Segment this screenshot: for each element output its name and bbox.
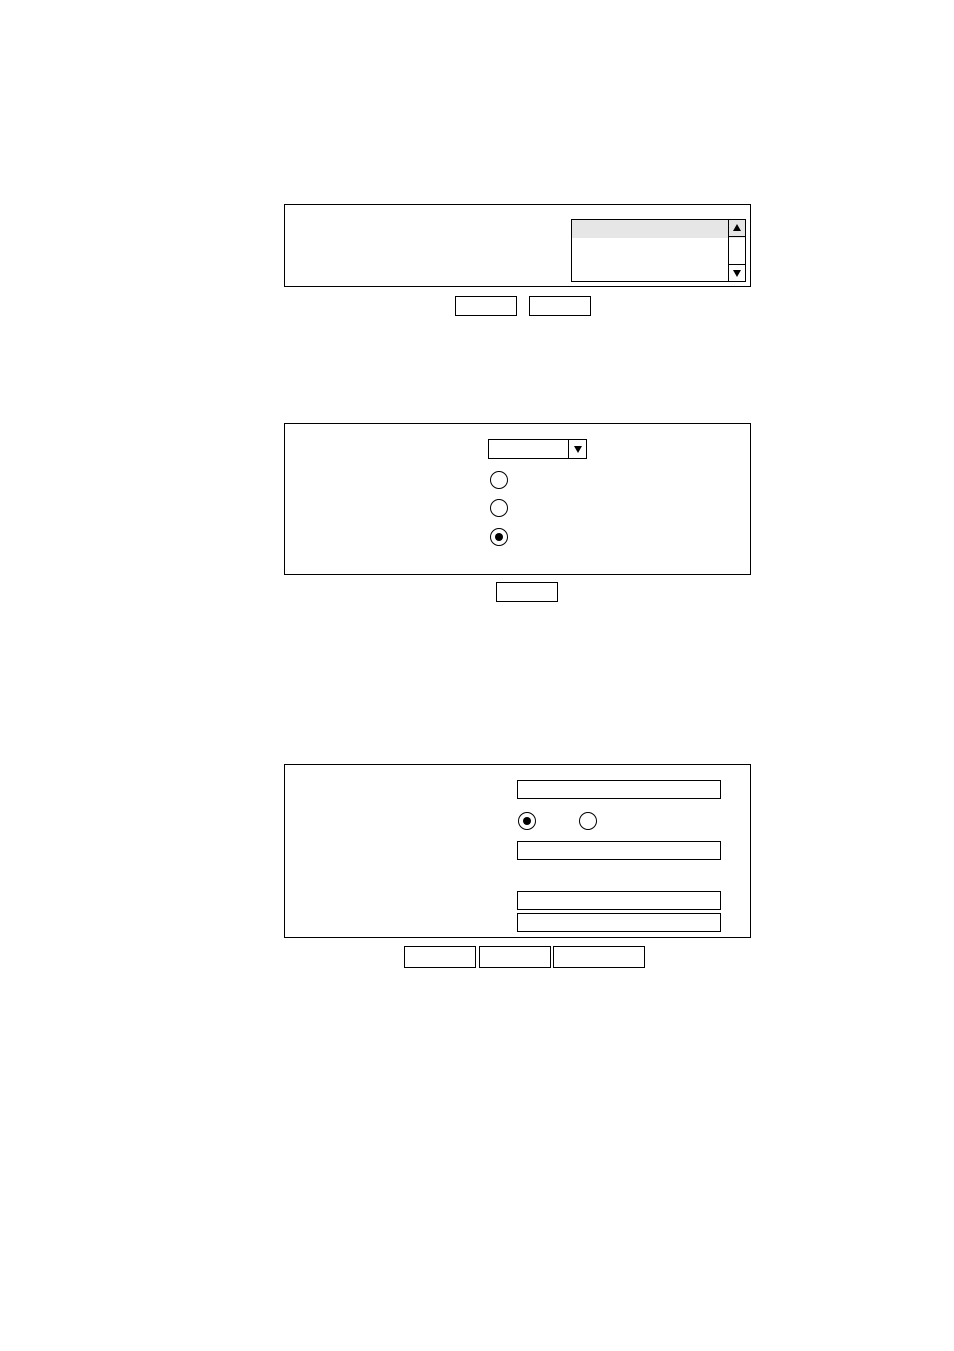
dialog-3-input-2[interactable] bbox=[517, 841, 721, 860]
dialog-3-radio-2[interactable] bbox=[579, 812, 597, 830]
listbox-scrollbar[interactable] bbox=[728, 220, 745, 281]
dialog-3-radio-1[interactable] bbox=[518, 812, 536, 830]
dialog-3-input-4[interactable] bbox=[517, 913, 721, 932]
dialog-1-listbox[interactable] bbox=[571, 219, 746, 282]
dialog-3 bbox=[284, 764, 751, 938]
dialog-2-dropdown[interactable] bbox=[488, 439, 587, 459]
dialog-2-radio-1[interactable] bbox=[490, 471, 508, 489]
dialog-3-button-1[interactable] bbox=[404, 946, 476, 968]
dialog-2-radio-3[interactable] bbox=[490, 528, 508, 546]
listbox-item-selected[interactable] bbox=[572, 220, 745, 238]
dialog-3-input-3[interactable] bbox=[517, 891, 721, 910]
dialog-2 bbox=[284, 423, 751, 575]
dialog-1-ok-button[interactable] bbox=[455, 296, 517, 316]
dialog-3-button-3[interactable] bbox=[553, 946, 645, 968]
dialog-1 bbox=[284, 204, 751, 287]
dialog-3-button-2[interactable] bbox=[479, 946, 551, 968]
dialog-3-input-1[interactable] bbox=[517, 780, 721, 799]
dropdown-arrow-icon[interactable] bbox=[568, 440, 586, 458]
dialog-2-ok-button[interactable] bbox=[496, 582, 558, 602]
dialog-2-radio-2[interactable] bbox=[490, 499, 508, 517]
scroll-down-button[interactable] bbox=[728, 264, 745, 281]
scroll-up-button[interactable] bbox=[728, 220, 745, 237]
dialog-1-cancel-button[interactable] bbox=[529, 296, 591, 316]
